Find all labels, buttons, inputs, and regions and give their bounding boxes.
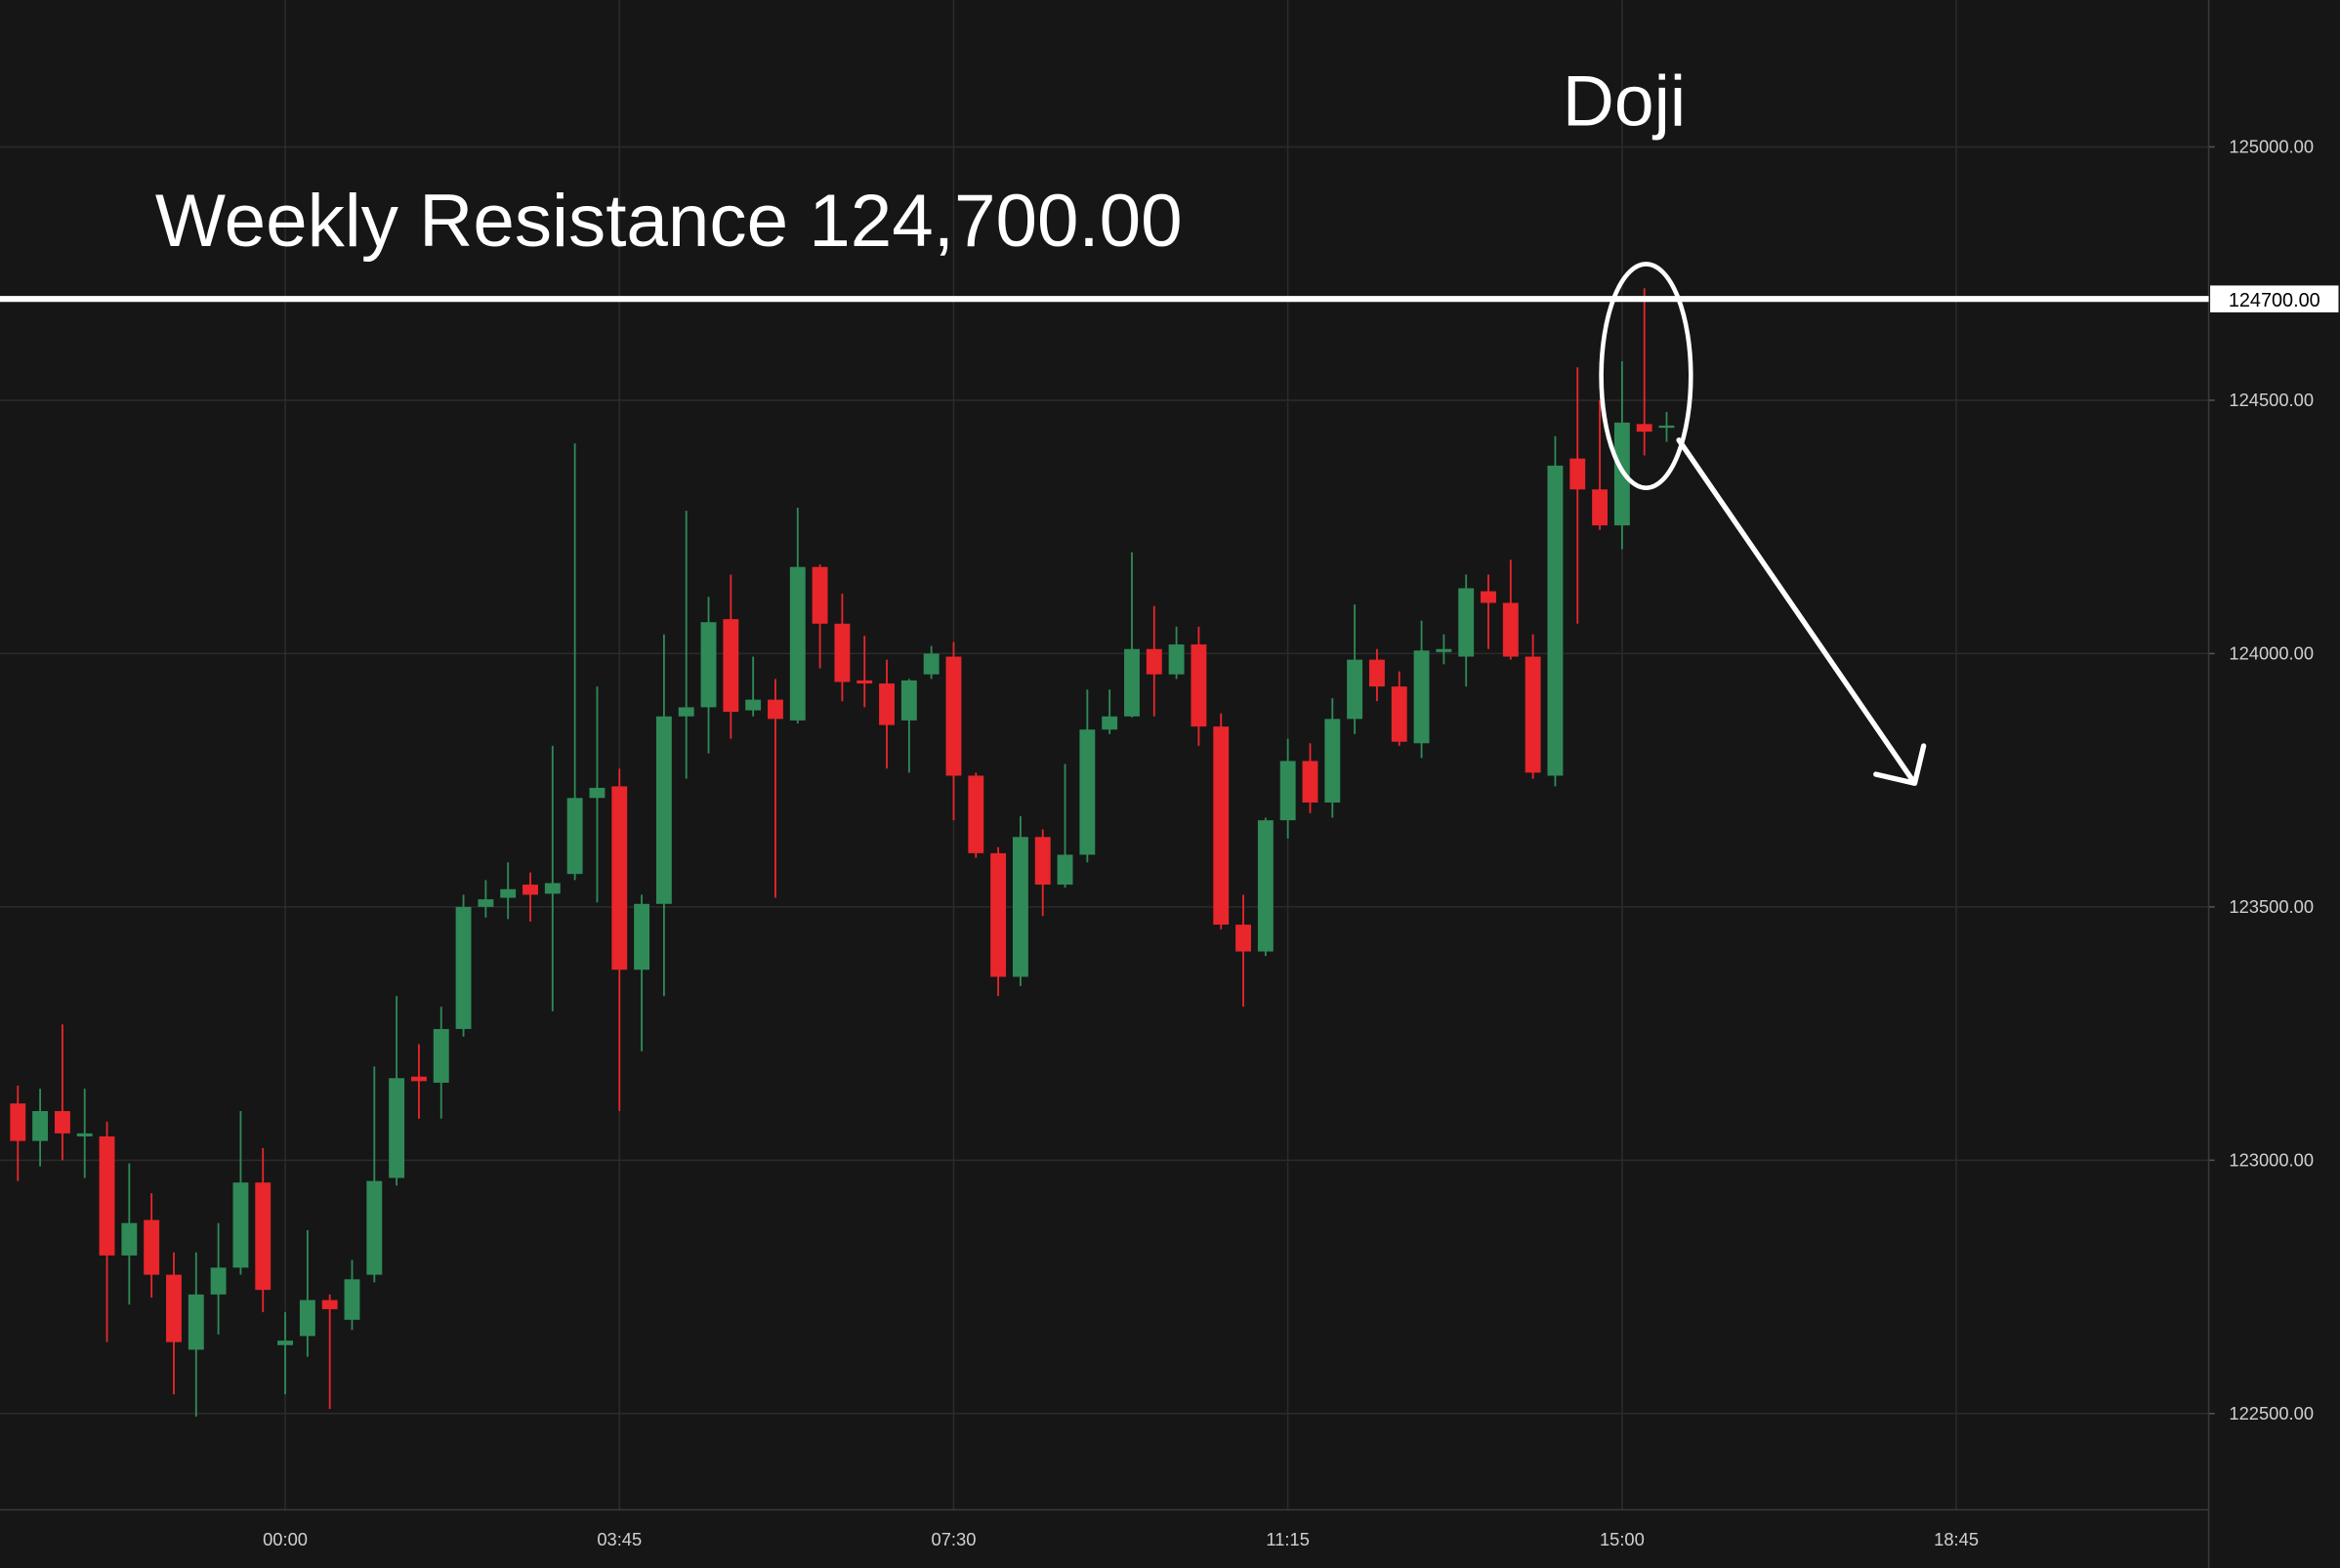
candle-body <box>54 1111 70 1134</box>
candle-body <box>366 1180 383 1275</box>
candle-body <box>1213 726 1230 926</box>
candle-body <box>1481 591 1496 603</box>
candle-body <box>1413 650 1430 744</box>
candle-body <box>723 619 739 713</box>
candle-body <box>1057 854 1073 886</box>
x-tick-label: 03:45 <box>597 1529 642 1549</box>
resistance-label: 124700.00 <box>2229 290 2320 311</box>
candle-body <box>968 775 984 853</box>
candle-body <box>678 707 694 717</box>
candle-body <box>857 680 873 684</box>
candle-body <box>768 699 783 720</box>
candle-body <box>1279 761 1296 821</box>
candle-body <box>232 1182 249 1268</box>
candle-body <box>990 852 1007 977</box>
candle-body <box>1191 644 1207 727</box>
candle-body <box>121 1222 138 1256</box>
candle-body <box>923 653 940 675</box>
candle-body <box>1347 659 1363 720</box>
candle-body <box>1502 602 1519 657</box>
y-tick-label: 123500.00 <box>2229 896 2314 917</box>
y-tick-label: 124000.00 <box>2229 643 2314 664</box>
candle-body <box>76 1133 93 1136</box>
candle-body <box>188 1294 204 1350</box>
candle-body <box>1391 686 1407 742</box>
candle-body <box>1102 716 1118 730</box>
candle-body <box>410 1076 427 1082</box>
candle-body <box>634 903 650 970</box>
candle-body <box>789 566 806 721</box>
candle-body <box>589 787 606 799</box>
y-tick-label: 123000.00 <box>2229 1149 2314 1170</box>
y-tick-label: 124500.00 <box>2229 390 2314 410</box>
candle-body <box>210 1267 227 1295</box>
resistance-label-box <box>2210 285 2339 312</box>
annotation: Doji <box>1563 61 1686 141</box>
candle-body <box>1168 644 1185 675</box>
candle-body <box>1302 761 1318 803</box>
candle-body <box>1079 729 1096 855</box>
candle-body <box>945 656 962 776</box>
candle-body <box>1012 837 1028 977</box>
candle-body <box>1146 648 1162 675</box>
candle-body <box>522 885 538 895</box>
candle-body <box>566 798 583 875</box>
y-tick-label: 122500.00 <box>2229 1403 2314 1424</box>
y-tick-label: 125000.00 <box>2229 137 2314 157</box>
candle-body <box>321 1300 338 1309</box>
candle-body <box>1368 659 1385 687</box>
candles <box>10 288 1675 1417</box>
grid: 122500.00 123000.00 123500.00 124000.00 1245… <box>0 0 2314 1549</box>
candle-body <box>1569 458 1586 490</box>
candle-body <box>655 716 672 904</box>
candle-body <box>1592 489 1609 526</box>
candle-body <box>478 899 494 907</box>
candle-body <box>32 1111 49 1141</box>
candle-body <box>433 1028 449 1083</box>
candle-body <box>1436 648 1452 652</box>
candle-body <box>255 1182 272 1291</box>
overlay: Weekly Resistance 124,700.00 Doji 124700… <box>0 61 2339 786</box>
candle-body <box>455 906 472 1029</box>
candle-body <box>900 680 917 721</box>
arrow <box>1676 437 1927 786</box>
x-tick-label: 07:30 <box>932 1529 977 1549</box>
x-tick-label: 15:00 <box>1600 1529 1645 1549</box>
candle-body <box>299 1300 315 1337</box>
x-tick-label: 11:15 <box>1266 1529 1310 1549</box>
candle-body <box>1257 820 1274 952</box>
candle-body <box>1124 648 1140 717</box>
candle-body <box>611 786 628 970</box>
candle-body <box>1547 465 1564 776</box>
candle-body <box>1458 588 1475 657</box>
doji-circle <box>1599 262 1693 490</box>
candle-body <box>166 1274 182 1342</box>
candle-body <box>10 1103 26 1141</box>
candle-body <box>812 566 828 624</box>
x-tick-label: 18:45 <box>1934 1529 1979 1549</box>
candle-body <box>1525 656 1541 773</box>
candle-body <box>745 699 762 711</box>
candle-body <box>1235 925 1251 952</box>
candle-body <box>700 622 717 708</box>
candle-body <box>277 1341 293 1345</box>
candle-body <box>1324 719 1341 803</box>
x-tick-label: 00:00 <box>263 1529 308 1549</box>
candle-body <box>1658 425 1675 429</box>
candle-body <box>1636 424 1652 433</box>
candle-body <box>834 623 851 682</box>
annotation: Weekly Resistance 124,700.00 <box>155 180 1183 263</box>
candle-body <box>144 1219 160 1275</box>
candle-body <box>389 1078 405 1178</box>
candle-body <box>544 883 561 894</box>
candle-body <box>99 1135 115 1256</box>
candle-body <box>1034 837 1051 886</box>
candle-body <box>344 1279 360 1320</box>
candle-body <box>500 888 517 898</box>
candle-body <box>879 683 895 725</box>
